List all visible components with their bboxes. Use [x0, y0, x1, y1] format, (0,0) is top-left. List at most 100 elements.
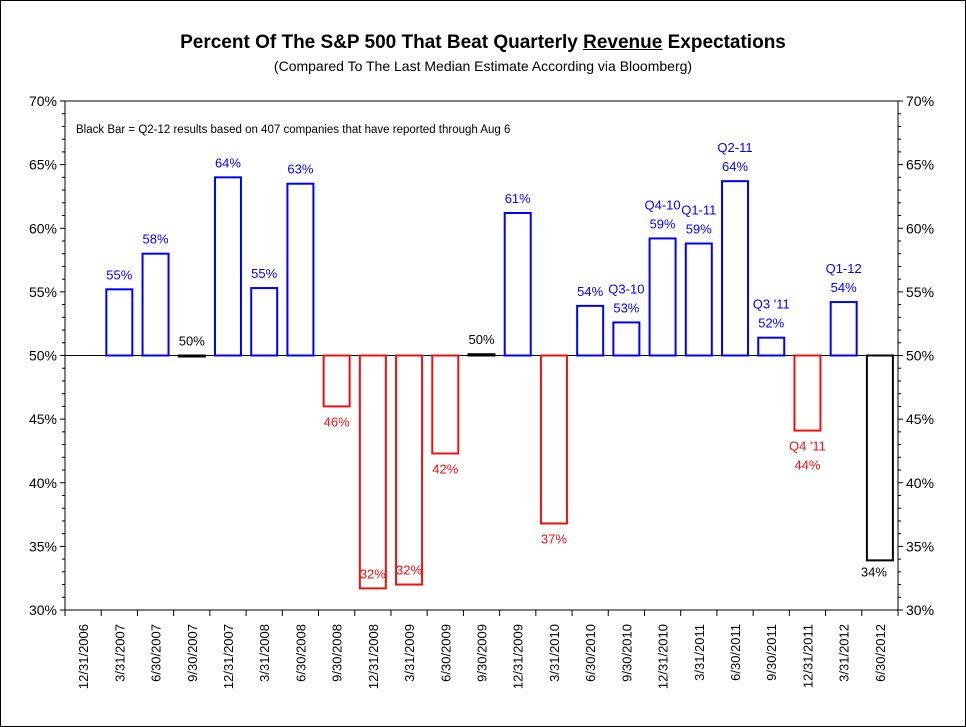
bar-value-label: 64%: [722, 159, 748, 174]
bar-value-label: 55%: [106, 267, 132, 282]
x-tick-label: 12/31/2009: [511, 624, 526, 689]
bar-value-label: 54%: [577, 284, 603, 299]
bar-value-label: 46%: [324, 414, 350, 429]
chart-title-post: Expectations: [662, 32, 786, 53]
bar-value-label: 59%: [650, 216, 676, 231]
x-tick-label: 3/31/2010: [547, 624, 562, 682]
bar: [322, 354, 351, 408]
x-tick-label: 3/31/2008: [257, 624, 272, 682]
bar-value-label: 42%: [432, 461, 458, 476]
bar-quarter-label: Q3 '11: [753, 297, 790, 312]
x-tick-label: 3/31/2007: [112, 624, 127, 682]
x-tick-label: 12/31/2007: [221, 624, 236, 689]
bar-value-label: 32%: [360, 566, 386, 581]
bar-value-label: 55%: [251, 266, 277, 281]
bar: [576, 304, 605, 357]
bar: [503, 211, 532, 357]
x-tick-label: 9/30/2010: [619, 624, 634, 682]
y-tick-label-left: 70%: [29, 93, 57, 109]
x-tick-label: 6/30/2008: [293, 624, 308, 682]
y-tick-label-left: 65%: [29, 157, 57, 173]
bar-value-label: 63%: [287, 162, 313, 177]
y-tick-label-left: 30%: [29, 602, 57, 618]
bar: [431, 354, 460, 455]
bar: [358, 354, 387, 590]
y-tick-label-right: 40%: [906, 475, 934, 491]
bar: [177, 354, 206, 358]
y-tick-label-left: 60%: [29, 220, 57, 236]
x-tick-label: 6/30/2007: [149, 624, 164, 682]
y-tick-label-right: 60%: [906, 220, 934, 236]
bar-value-label: 44%: [794, 458, 820, 473]
bar-value-label: 52%: [758, 316, 784, 331]
bar: [757, 336, 786, 357]
bar: [539, 354, 568, 525]
bar-quarter-label: Q4 '11: [789, 439, 826, 454]
bar: [648, 237, 677, 357]
bar-quarter-label: Q4-10: [645, 197, 681, 212]
x-tick-label: 6/30/2009: [438, 624, 453, 682]
y-tick-label-right: 45%: [906, 411, 934, 427]
bar: [286, 182, 315, 357]
bar-value-label: 53%: [613, 300, 639, 315]
x-tick-label: 12/31/2006: [76, 624, 91, 689]
bar: [213, 176, 242, 357]
bar: [467, 353, 496, 357]
bar: [793, 354, 822, 432]
bar-quarter-label: Q3-10: [608, 281, 644, 296]
x-tick-label: 3/31/2009: [402, 624, 417, 682]
bar: [721, 180, 750, 357]
bar: [865, 354, 894, 562]
bar: [612, 321, 641, 357]
x-tick-label: 12/31/2011: [800, 624, 815, 688]
y-tick-label-right: 70%: [906, 93, 934, 109]
bar-value-label: 37%: [541, 531, 567, 546]
bar-value-label: 34%: [861, 564, 887, 579]
bar-value-label: 50%: [179, 334, 205, 349]
bar: [395, 354, 424, 586]
x-tick-label: 6/30/2012: [873, 624, 888, 682]
chart-annotation: Black Bar = Q2-12 results based on 407 c…: [76, 124, 510, 136]
bar-value-label: 61%: [505, 191, 531, 206]
y-tick-label-left: 50%: [29, 348, 57, 364]
y-tick-label-right: 30%: [906, 602, 934, 618]
x-tick-label: 3/31/2011: [692, 624, 707, 681]
x-tick-label: 12/31/2010: [656, 624, 671, 689]
y-tick-label-right: 65%: [906, 157, 934, 173]
bar-value-label: 32%: [396, 563, 422, 578]
chart-title-underlined: Revenue: [583, 32, 663, 53]
bar-quarter-label: Q1-11: [681, 203, 716, 218]
bar: [684, 242, 713, 357]
chart-title-pre: Percent Of The S&P 500 That Beat Quarter…: [180, 32, 584, 53]
y-tick-label-left: 40%: [29, 475, 57, 491]
chart-subtitle: (Compared To The Last Median Estimate Ac…: [273, 58, 693, 74]
x-tick-label: 9/30/2008: [330, 624, 345, 682]
bar: [250, 287, 279, 357]
bar: [829, 301, 858, 357]
x-tick-label: 9/30/2009: [475, 624, 490, 682]
bar-value-label: 59%: [686, 222, 712, 237]
plot-area: 30% 30% 35% 35% 40% 40% 45% 45% 50% 50% 55% 55% 60% 6…: [29, 93, 934, 689]
x-tick-label: 12/31/2008: [366, 624, 381, 689]
x-tick-label: 9/30/2007: [185, 624, 200, 682]
y-tick-label-left: 35%: [29, 538, 57, 554]
bar: [105, 288, 134, 357]
chart-title: Percent Of The S&P 500 That Beat Quarter…: [0, 32, 966, 54]
y-tick-label-left: 45%: [29, 411, 57, 427]
bar: [141, 252, 170, 357]
bar-value-label: 50%: [468, 332, 494, 347]
bar-value-label: 54%: [831, 280, 857, 295]
y-tick-label-right: 55%: [906, 284, 934, 300]
y-tick-label-right: 35%: [906, 538, 934, 554]
x-tick-label: 3/31/2012: [837, 624, 852, 682]
bar-value-label: 64%: [215, 155, 241, 170]
bar-value-label: 58%: [143, 232, 169, 247]
bar-quarter-label: Q2-11: [717, 140, 752, 155]
y-tick-label-right: 50%: [906, 348, 934, 364]
x-tick-label: 9/30/2011: [764, 624, 779, 681]
y-tick-label-left: 55%: [29, 284, 57, 300]
x-tick-label: 6/30/2010: [583, 624, 598, 682]
x-tick-label: 6/30/2011: [728, 624, 743, 681]
bar-quarter-label: Q1-12: [826, 261, 862, 276]
